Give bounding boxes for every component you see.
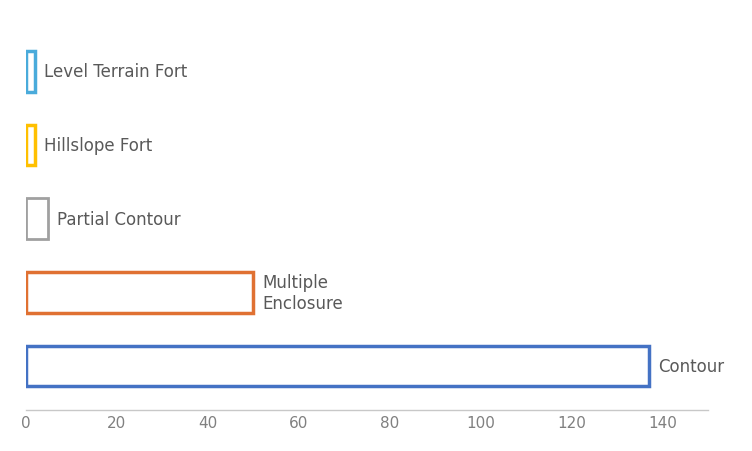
Bar xyxy=(26,346,649,387)
Text: Hillslope Fort: Hillslope Fort xyxy=(44,137,152,155)
Text: Contour: Contour xyxy=(658,357,724,375)
Text: Partial Contour: Partial Contour xyxy=(57,210,181,228)
Text: Multiple
Enclosure: Multiple Enclosure xyxy=(262,273,343,312)
Bar xyxy=(26,125,35,166)
Bar xyxy=(26,199,48,239)
Text: Level Terrain Fort: Level Terrain Fort xyxy=(44,63,187,81)
Bar xyxy=(26,272,253,313)
Bar xyxy=(26,52,35,92)
